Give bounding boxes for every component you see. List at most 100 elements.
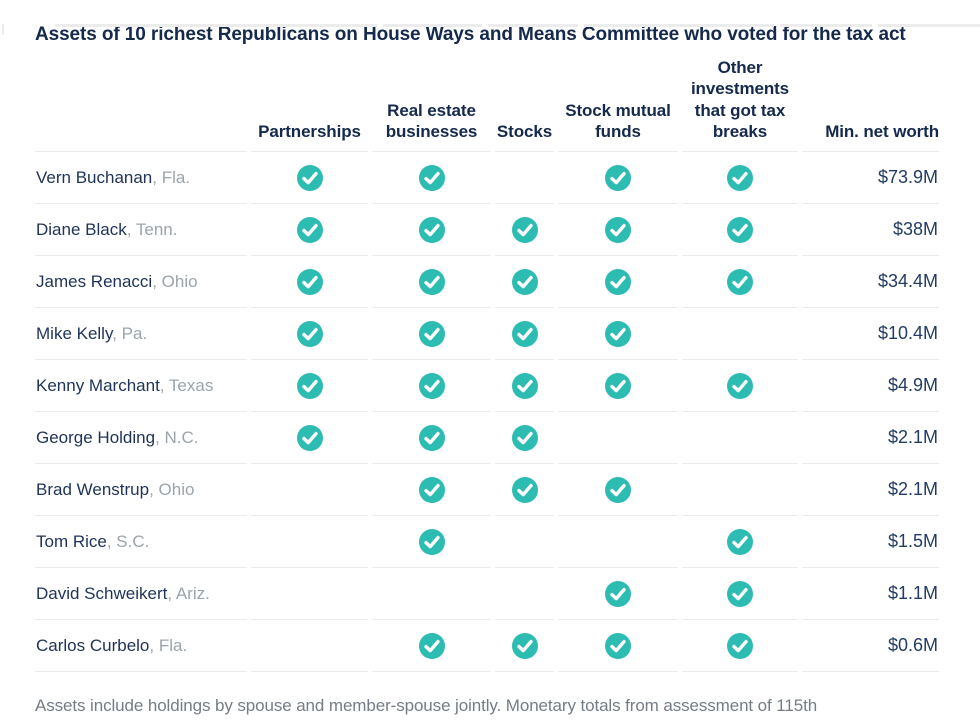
net-worth-value: $34.4M [802,255,939,307]
check-cell [558,255,678,307]
column-header-other-investments: Other investments that got tax breaks [690,58,790,141]
empty-cell [251,567,368,619]
check-icon [511,476,538,503]
member-name: Carlos Curbelo [36,635,150,655]
check-icon [727,580,753,607]
check-cell [682,515,798,567]
check-cell [682,619,798,672]
member-state: , N.C. [155,427,199,447]
column-header-stocks: Stocks [496,121,553,141]
member-state: , Ohio [152,271,198,291]
member-state: , Ariz. [167,583,210,603]
check-icon [605,216,631,243]
check-icon [418,164,445,191]
table-row: George Holding, N.C. $2.1M [35,411,939,463]
member-state: , Pa. [112,323,148,343]
check-icon [418,372,445,399]
check-icon [418,268,445,295]
check-icon [296,320,323,347]
table-body: Vern Buchanan, Fla. $73.9M Diane Black, Te… [35,151,939,672]
member-cell: Kenny Marchant, Texas [35,359,247,411]
net-worth-value: $1.5M [802,515,939,567]
table-row: Brad Wenstrup, Ohio $2.1M [35,463,939,515]
member-name: Mike Kelly [36,323,113,343]
empty-cell [251,515,368,567]
check-icon [511,268,538,295]
empty-cell [682,463,798,515]
cropped-content-edge [488,24,578,27]
check-icon [418,320,445,347]
member-cell: James Renacci, Ohio [35,255,247,307]
member-state: , S.C. [106,531,150,551]
check-cell [495,255,554,307]
check-cell [558,463,678,515]
check-cell [495,463,554,515]
net-worth-value: $0.6M [802,619,939,672]
check-cell [372,203,491,255]
check-cell [682,151,798,203]
member-cell: George Holding, N.C. [35,411,247,463]
cropped-content-edge [55,24,377,27]
table-row: Mike Kelly, Pa. $10.4M [35,307,939,359]
member-cell: Mike Kelly, Pa. [35,307,247,359]
check-icon [605,164,631,191]
check-icon [296,372,323,399]
net-worth-value: $2.1M [802,411,939,463]
table-row: Diane Black, Tenn. $38M [35,203,939,255]
column-header-real-estate: Real estate businesses [385,100,478,141]
column-header-member [35,47,247,151]
cropped-content-left-edge [2,24,4,35]
cropped-content-edge [780,24,872,27]
empty-cell [682,307,798,359]
check-icon [418,476,445,503]
page-title: Assets of 10 richest Republicans on Hous… [35,24,906,45]
check-icon [727,632,753,659]
empty-cell [495,515,554,567]
cropped-content-edge [383,24,482,27]
footnote-text: Assets include holdings by spouse and me… [35,696,818,715]
check-icon [605,580,631,607]
check-cell [251,255,368,307]
check-icon [727,164,753,191]
check-cell [372,619,491,672]
check-icon [605,372,631,399]
table-row: David Schweikert, Ariz. $1.1M [35,567,939,619]
column-header-min-net-worth: Min. net worth [825,121,939,141]
cropped-content-edge [584,24,774,27]
check-cell [495,359,554,411]
check-icon [605,268,631,295]
net-worth-value: $2.1M [802,463,939,515]
check-cell [558,307,678,359]
member-cell: Vern Buchanan, Fla. [35,151,247,203]
empty-cell [372,567,491,619]
check-cell [495,619,554,672]
member-cell: Diane Black, Tenn. [35,203,247,255]
member-name: Tom Rice [36,531,107,551]
member-cell: Brad Wenstrup, Ohio [35,463,247,515]
check-icon [511,632,538,659]
check-cell [495,307,554,359]
check-cell [372,307,491,359]
check-cell [558,359,678,411]
member-state: , Ohio [149,479,195,499]
member-state: , Fla. [152,167,191,187]
header-row: Partnerships Real estate businesses Stoc… [35,47,939,151]
check-cell [682,203,798,255]
check-icon [605,320,631,347]
table-row: Tom Rice, S.C. $1.5M [35,515,939,567]
check-icon [727,528,753,555]
check-cell [251,359,368,411]
empty-cell [251,463,368,515]
check-cell [682,359,798,411]
check-cell [251,411,368,463]
check-cell [682,255,798,307]
check-icon [511,372,538,399]
check-icon [511,320,538,347]
member-cell: Tom Rice, S.C. [35,515,247,567]
check-icon [727,268,753,295]
check-icon [296,424,323,451]
check-cell [495,411,554,463]
net-worth-value: $4.9M [802,359,939,411]
member-name: Brad Wenstrup [36,479,150,499]
check-cell [558,203,678,255]
